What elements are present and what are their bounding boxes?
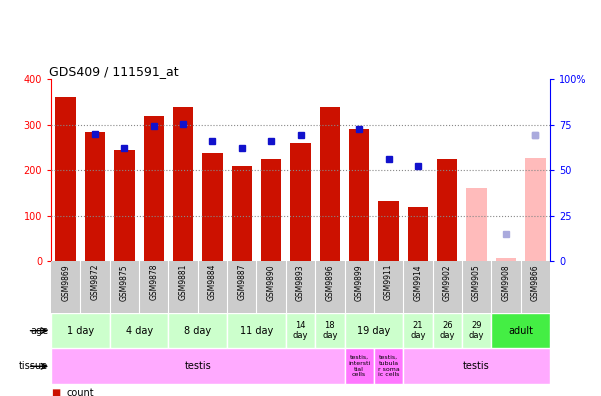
Bar [110,313,168,348]
Text: GSM9884: GSM9884 [208,264,217,301]
Bar [344,313,403,348]
Bar [261,159,281,261]
Text: 19 day: 19 day [357,326,391,336]
Text: GSM9875: GSM9875 [120,264,129,301]
Text: 11 day: 11 day [240,326,273,336]
Bar [85,131,105,261]
Bar [407,207,428,261]
Text: GSM9893: GSM9893 [296,264,305,301]
Bar [525,158,546,261]
Bar [173,107,194,261]
Text: testis: testis [463,361,490,371]
Bar [378,201,399,261]
Text: GSM9911: GSM9911 [384,264,393,301]
Text: GSM9902: GSM9902 [443,264,452,301]
Text: GSM9887: GSM9887 [237,264,246,301]
Text: 29
day: 29 day [469,321,484,340]
Text: 4 day: 4 day [126,326,153,336]
Bar [168,313,227,348]
Text: 14
day: 14 day [293,321,308,340]
Text: 1 day: 1 day [67,326,94,336]
Bar [231,166,252,261]
Text: GSM9905: GSM9905 [472,264,481,301]
Bar [55,97,76,261]
Text: testis: testis [185,361,211,371]
Text: GSM9908: GSM9908 [501,264,510,301]
Bar [349,129,370,261]
Bar [144,116,164,261]
Text: GSM9881: GSM9881 [178,264,188,300]
Text: GSM9899: GSM9899 [355,264,364,301]
Bar [374,348,403,384]
Bar [51,313,110,348]
Text: GSM9890: GSM9890 [267,264,276,301]
Bar [466,188,487,261]
Bar [315,313,344,348]
Text: 26
day: 26 day [439,321,455,340]
Bar [403,313,433,348]
Text: GDS409 / 111591_at: GDS409 / 111591_at [49,65,178,78]
Bar [290,143,311,261]
Bar [437,159,457,261]
Text: GSM9896: GSM9896 [325,264,334,301]
Text: GSM9914: GSM9914 [413,264,423,301]
Text: count: count [66,388,94,396]
Text: GSM9878: GSM9878 [149,264,158,301]
Bar [403,348,550,384]
Bar [491,313,550,348]
Text: adult: adult [508,326,533,336]
Bar [51,348,344,384]
Text: 18
day: 18 day [322,321,338,340]
Text: GSM9872: GSM9872 [91,264,100,301]
Bar [462,313,491,348]
Bar [496,258,516,261]
Text: 8 day: 8 day [185,326,212,336]
Bar [433,313,462,348]
Text: GSM9866: GSM9866 [531,264,540,301]
Bar [202,153,223,261]
Bar [344,348,374,384]
Bar [227,313,286,348]
Text: age: age [30,326,48,336]
Text: tissue: tissue [19,361,48,371]
Text: testis,
intersti
tial
cells: testis, intersti tial cells [348,355,370,377]
Text: testis,
tubula
r soma
ic cells: testis, tubula r soma ic cells [377,355,400,377]
Text: GSM9869: GSM9869 [61,264,70,301]
Text: 21
day: 21 day [410,321,426,340]
Bar [286,313,315,348]
Bar [320,107,340,261]
Bar [114,150,135,261]
Text: ■: ■ [51,388,60,396]
